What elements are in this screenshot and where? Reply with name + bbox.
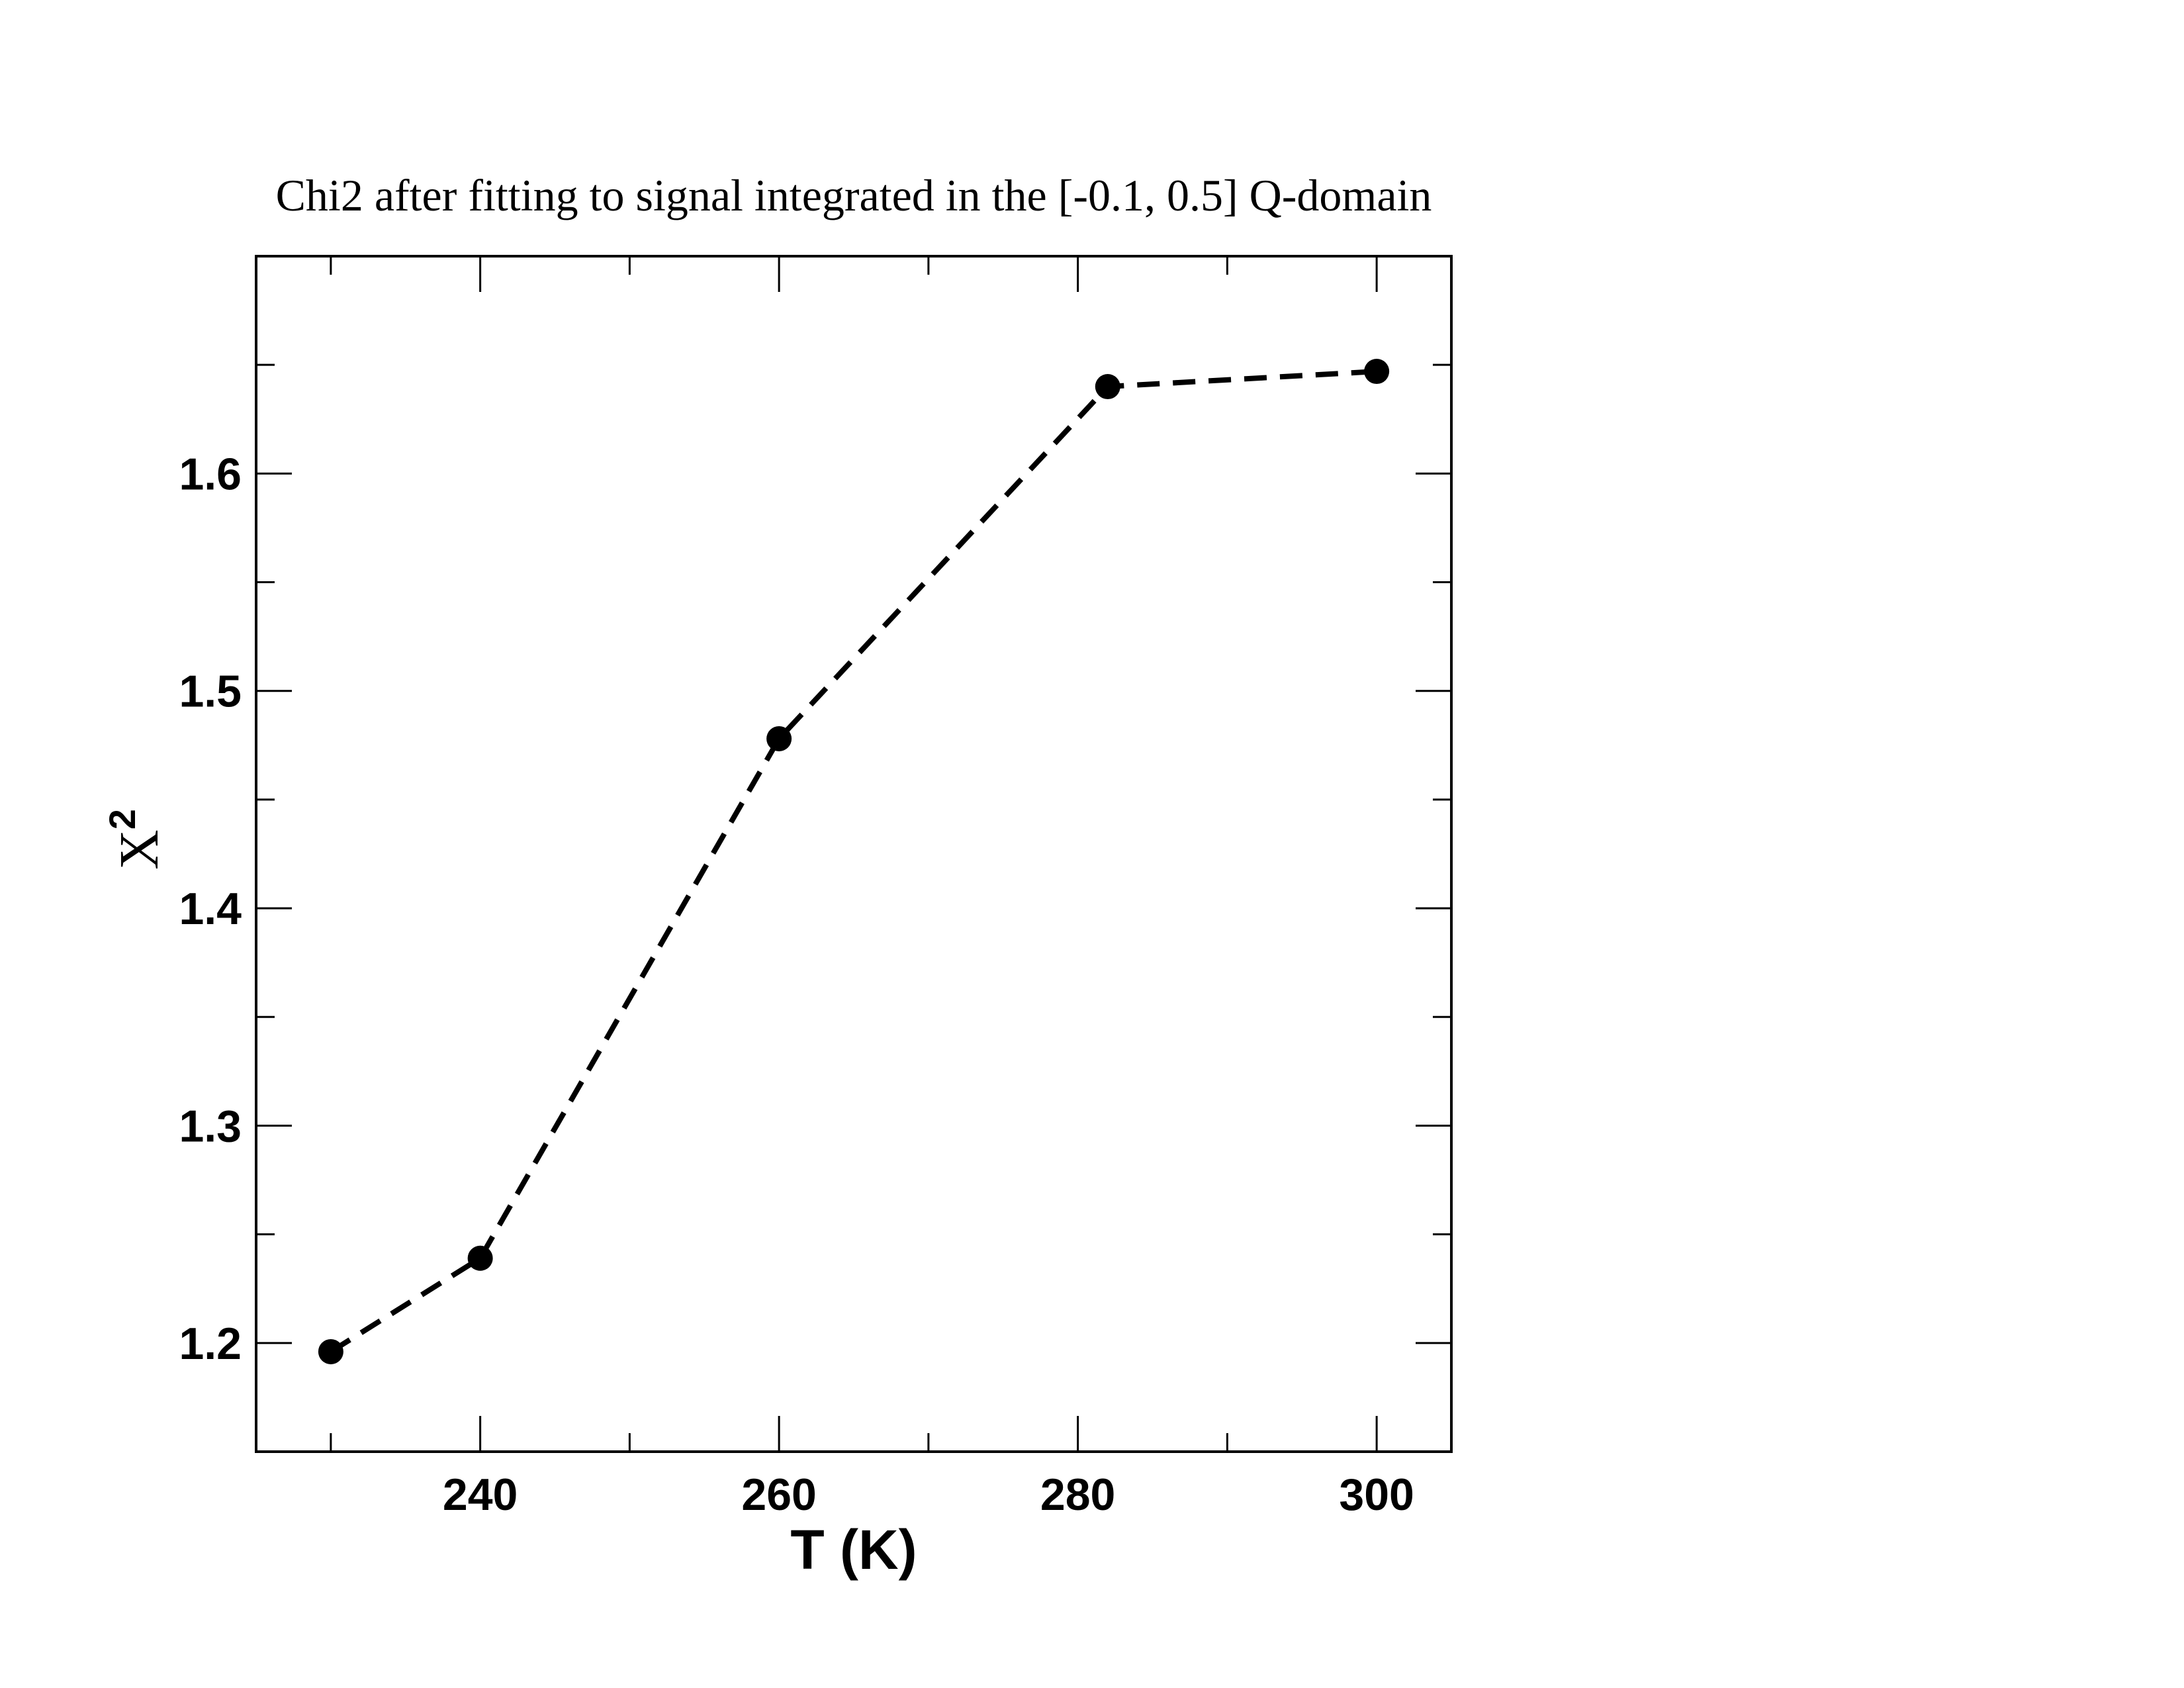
x-axis-label: T (K) (790, 1519, 917, 1581)
x-tick-label: 300 (1339, 1470, 1414, 1520)
x-tick-label: 240 (443, 1470, 518, 1520)
x-tick-label: 280 (1040, 1470, 1115, 1520)
y-tick-label: 1.5 (179, 667, 242, 717)
data-point (1095, 374, 1120, 400)
chart-title: Chi2 after fitting to signal integrated … (276, 170, 1432, 220)
y-tick-label: 1.3 (179, 1101, 242, 1151)
y-tick-label: 1.2 (179, 1319, 242, 1369)
data-point (467, 1245, 493, 1271)
data-point (1364, 359, 1390, 385)
plot-frame (255, 255, 1453, 1453)
y-tick-label: 1.6 (179, 449, 242, 499)
series-line (329, 369, 1377, 1354)
x-tick-label: 260 (741, 1470, 816, 1520)
y-tick-label: 1.4 (179, 884, 242, 934)
y-axis-label-superscript: 2 (101, 809, 143, 829)
data-point (766, 726, 792, 751)
y-axis-label-group: X2 (101, 809, 170, 870)
y-axis-label: X (109, 829, 170, 870)
data-point (318, 1338, 343, 1364)
